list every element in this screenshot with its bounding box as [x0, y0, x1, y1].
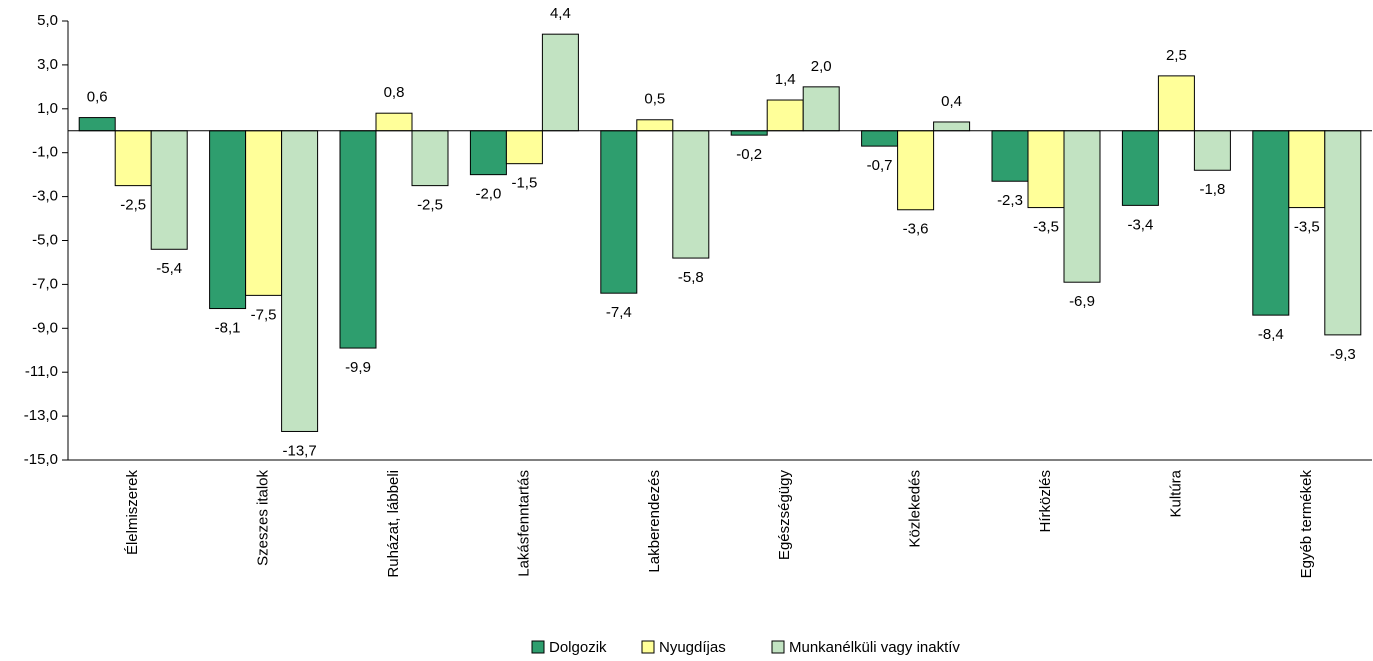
bar	[411, 130, 449, 187]
legend-label: Dolgozik	[549, 639, 607, 656]
value-label: -8,1	[215, 320, 241, 337]
legend-swatch	[531, 640, 545, 654]
value-label: -2,5	[120, 197, 146, 214]
bar	[1121, 130, 1159, 206]
x-tick-label: Élelmiszerek	[124, 470, 141, 556]
bar	[897, 130, 935, 211]
value-label: -0,2	[736, 146, 762, 163]
value-label: 2,5	[1166, 47, 1187, 64]
bar	[1288, 130, 1326, 209]
x-tick-label: Egészségügy	[776, 470, 793, 561]
x-tick-label: Egyéb termékek	[1298, 470, 1315, 579]
bar	[209, 130, 247, 310]
value-label: -7,5	[251, 306, 277, 323]
value-label: -2,0	[475, 186, 501, 203]
bar	[245, 130, 283, 296]
value-label: 0,5	[644, 91, 665, 108]
bar	[672, 130, 710, 259]
bar	[933, 121, 971, 132]
bar	[541, 33, 579, 132]
value-label: -1,5	[511, 175, 537, 192]
y-tick-label: -7,0	[32, 275, 58, 292]
value-label: -7,4	[606, 304, 632, 321]
x-tick-label: Hírközlés	[1037, 470, 1054, 533]
value-label: -6,9	[1069, 293, 1095, 310]
bar	[1157, 75, 1195, 132]
value-label: -2,5	[417, 197, 443, 214]
bar	[802, 86, 840, 132]
value-label: 1,4	[775, 71, 796, 88]
bar	[281, 130, 319, 432]
bar	[991, 130, 1029, 182]
y-tick-label: -3,0	[32, 188, 58, 205]
bar	[1063, 130, 1101, 283]
value-label: 0,6	[87, 89, 108, 106]
x-tick-label: Lakásfenntartás	[515, 470, 532, 577]
bar	[1193, 130, 1231, 171]
value-label: -3,5	[1294, 219, 1320, 236]
bar	[150, 130, 188, 250]
bar	[114, 130, 152, 187]
value-label: 4,4	[550, 5, 571, 22]
y-tick-label: -5,0	[32, 231, 58, 248]
y-tick-label: -15,0	[24, 451, 58, 468]
value-label: -1,8	[1199, 181, 1225, 198]
y-tick-label: 1,0	[37, 100, 58, 117]
bar	[505, 130, 543, 165]
x-tick-label: Kultúra	[1167, 469, 1184, 517]
bar	[861, 130, 899, 147]
value-label: -3,6	[903, 221, 929, 238]
bar	[600, 130, 638, 294]
bar	[1252, 130, 1290, 316]
bar	[636, 119, 674, 132]
value-label: -3,5	[1033, 219, 1059, 236]
x-tick-label: Közlekedés	[907, 470, 924, 548]
value-label: -2,3	[997, 192, 1023, 209]
legend-label: Nyugdíjas	[659, 639, 726, 656]
bar	[375, 112, 413, 132]
y-tick-label: 5,0	[37, 12, 58, 29]
value-label: -9,9	[345, 359, 371, 376]
legend-label: Munkanélküli vagy inaktív	[789, 639, 960, 656]
bar	[730, 130, 768, 136]
legend-swatch	[771, 640, 785, 654]
value-label: -5,4	[156, 260, 182, 277]
value-label: 0,4	[941, 93, 962, 110]
bar	[78, 117, 116, 132]
value-label: -3,4	[1127, 216, 1153, 233]
bar	[766, 99, 804, 132]
y-tick-label: -13,0	[24, 407, 58, 424]
value-label: -0,7	[867, 157, 893, 174]
y-tick-label: -9,0	[32, 319, 58, 336]
value-label: 0,8	[384, 84, 405, 101]
x-tick-label: Lakberendezés	[646, 470, 663, 573]
bar	[469, 130, 507, 176]
x-tick-label: Ruházat, lábbeli	[385, 470, 402, 578]
value-label: -9,3	[1330, 346, 1356, 363]
bar	[1027, 130, 1065, 209]
legend-swatch	[641, 640, 655, 654]
y-tick-label: -11,0	[25, 363, 58, 380]
value-label: -13,7	[282, 442, 316, 459]
x-tick-label: Szeszes italok	[255, 470, 272, 566]
value-label: -5,8	[678, 269, 704, 286]
bar	[339, 130, 377, 349]
y-tick-label: 3,0	[37, 56, 58, 73]
value-label: -8,4	[1258, 326, 1284, 343]
y-tick-label: -1,0	[32, 144, 58, 161]
value-label: 2,0	[811, 58, 832, 75]
bar	[1324, 130, 1362, 336]
